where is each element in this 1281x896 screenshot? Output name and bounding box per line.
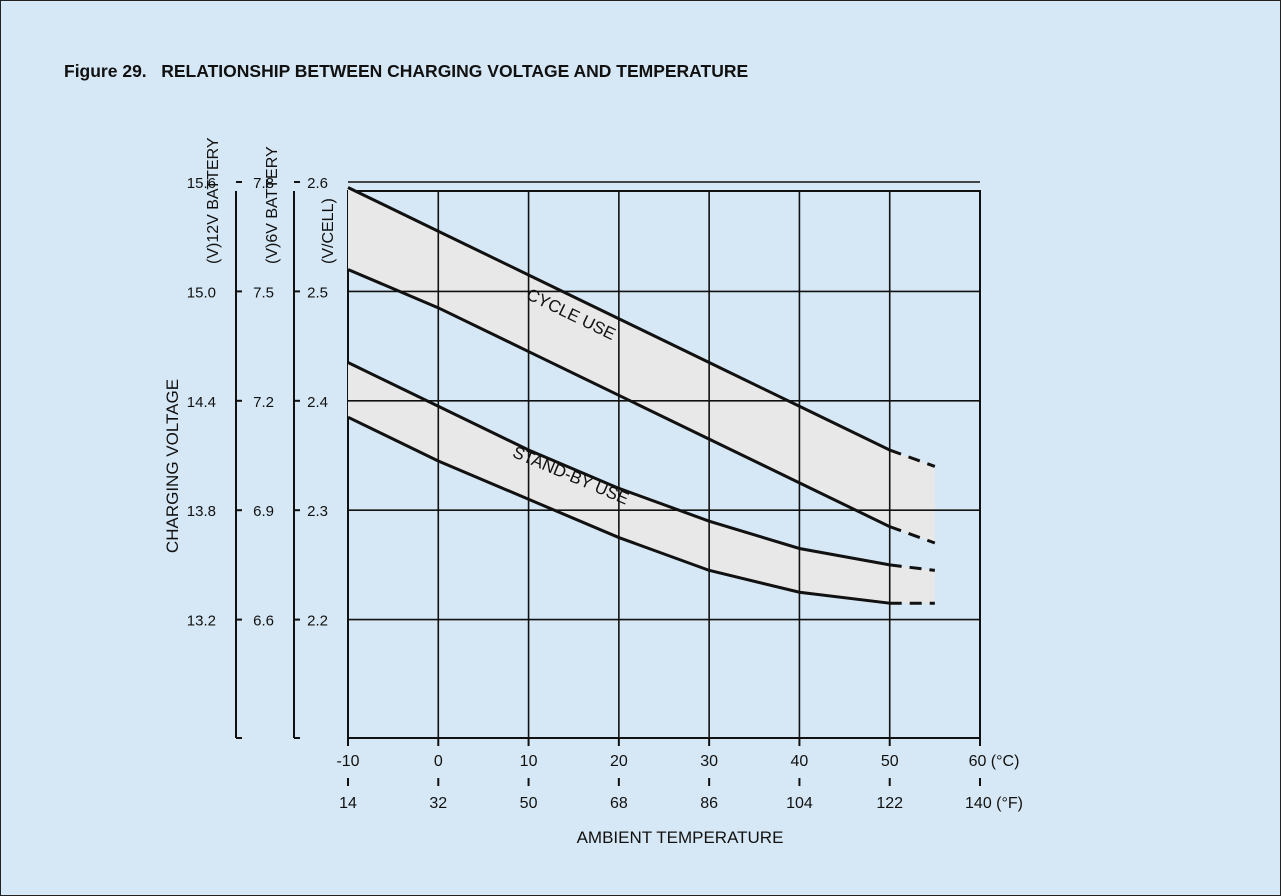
standby-use-band: [348, 362, 935, 604]
y-tick-label: 7.5: [253, 284, 274, 301]
y-tick-label: 7.2: [253, 394, 274, 411]
y-tick-label: 2.6: [307, 175, 328, 192]
x-tick-label-f: 86: [700, 795, 718, 812]
x-tick-label-f: 104: [786, 795, 813, 812]
x-tick-label-c: 0: [434, 753, 443, 770]
y-axis-title: CHARGING VOLTAGE: [163, 379, 182, 553]
x-axis-title: AMBIENT TEMPERATURE: [577, 828, 784, 847]
y-tick-label: 2.4: [307, 394, 328, 411]
standby-use-upper-line: [347, 361, 890, 567]
y-tick-label: 15.0: [187, 284, 216, 301]
cycle-use-lower-line: [347, 268, 891, 528]
x-tick-label-c: 10: [520, 753, 538, 770]
x-tick-label-f: 140 (°F): [965, 795, 1023, 812]
y-tick-label: 7.8: [253, 175, 274, 192]
x-tick-label-c: 20: [610, 753, 628, 770]
y-tick-label: 15.6: [187, 175, 216, 192]
standby-use-lower-line: [347, 415, 890, 605]
y-tick-label: 6.6: [253, 613, 274, 630]
y-tick-label: 13.8: [187, 503, 216, 520]
x-tick-label-f: 32: [429, 795, 447, 812]
y-tick-label: 6.9: [253, 503, 274, 520]
x-tick-label-f: 50: [520, 795, 538, 812]
y-axis-unit-label: (V/CELL): [320, 198, 337, 264]
x-tick-label-c: -10: [336, 753, 359, 770]
x-tick-label-f: 122: [876, 795, 903, 812]
y-tick-label: 2.3: [307, 503, 328, 520]
cycle-use-band: [348, 187, 935, 544]
x-tick-label-f: 14: [339, 795, 357, 812]
plot-frame: [347, 190, 981, 739]
y-axis-unit-label: (V)12V BATTERY: [205, 137, 222, 264]
cycle-use-upper-line: [347, 186, 891, 452]
x-tick-label-c: 50: [881, 753, 899, 770]
x-tick-label-f: 68: [610, 795, 628, 812]
standby-use-upper-extrapolated: [889, 563, 936, 572]
figure-title: Figure 29. RELATIONSHIP BETWEEN CHARGING…: [64, 61, 749, 81]
cycle-use-lower-extrapolated: [889, 525, 936, 545]
y-tick-label: 14.4: [187, 394, 216, 411]
y-tick-label: 13.2: [187, 613, 216, 630]
y-tick-label: 2.5: [307, 284, 328, 301]
y-tick-label: 2.2: [307, 613, 328, 630]
y-axis-unit-label: (V)6V BATTERY: [264, 146, 281, 264]
x-tick-label-c: 40: [791, 753, 809, 770]
x-tick-label-c: 30: [700, 753, 718, 770]
cycle-use-upper-extrapolated: [889, 448, 936, 468]
x-tick-label-c: 60 (°C): [969, 753, 1020, 770]
